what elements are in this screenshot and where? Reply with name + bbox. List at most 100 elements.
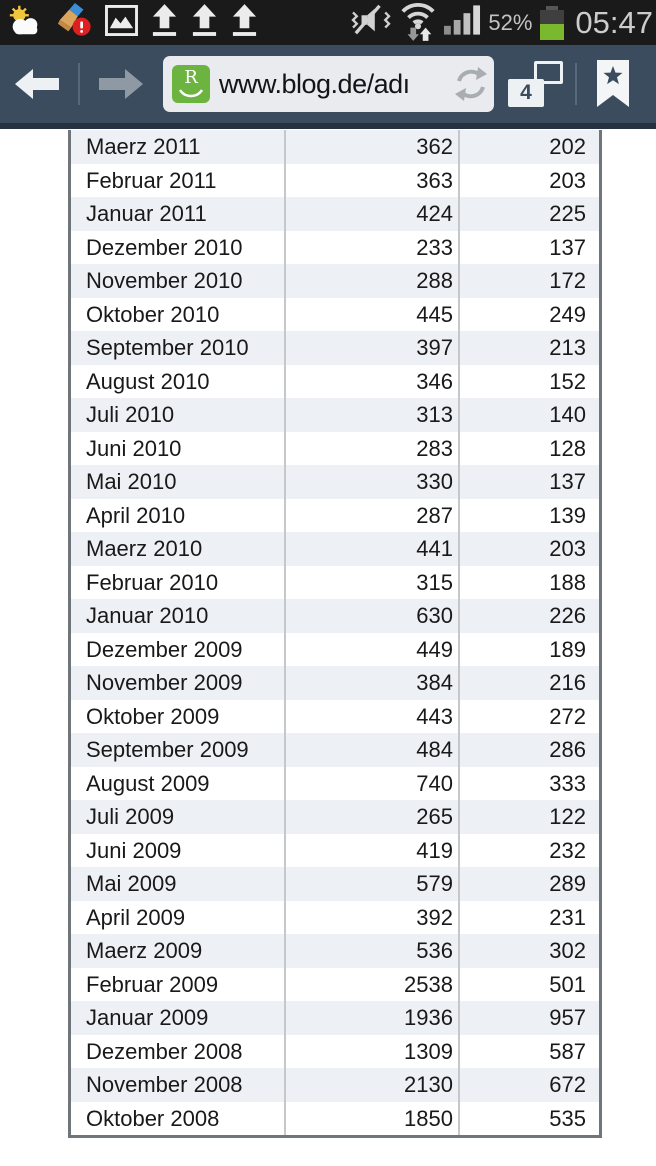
gallery-icon — [105, 4, 138, 41]
table-row: September 2009 484 286 — [71, 733, 599, 767]
battery-percent: 52% — [488, 9, 533, 35]
table-row: Oktober 2008 1850 535 — [71, 1101, 599, 1135]
value2-cell: 957 — [458, 1001, 599, 1035]
url-text[interactable]: www.blog.de/adı — [219, 68, 410, 99]
period-cell: Februar 2009 — [86, 971, 219, 997]
table-row: Oktober 2009 443 272 — [71, 699, 599, 733]
table-row: Mai 2009 579 289 — [71, 867, 599, 901]
value2-cell: 501 — [458, 967, 599, 1001]
table-row: Dezember 2010 233 137 — [71, 230, 599, 264]
period-cell: April 2010 — [86, 502, 186, 528]
refresh-button[interactable] — [453, 66, 489, 102]
period-cell: April 2009 — [86, 904, 186, 930]
value2-cell: 152 — [458, 364, 599, 398]
period-cell: August 2009 — [86, 770, 210, 796]
value1-cell: 384 — [284, 666, 458, 700]
tabs-button[interactable]: 4 — [508, 61, 563, 107]
stats-table: Maerz 2011 362 202 Februar 2011 363 203 … — [68, 130, 602, 1138]
table-row: Dezember 2009 449 189 — [71, 632, 599, 666]
forward-button[interactable] — [97, 64, 145, 104]
value2-cell: 139 — [458, 498, 599, 532]
url-bar[interactable]: R www.blog.de/adı — [163, 56, 494, 112]
table-row: April 2010 287 139 — [71, 498, 599, 532]
period-cell: Dezember 2010 — [86, 234, 243, 260]
toolbar-divider — [575, 63, 577, 105]
weather-icon — [7, 4, 43, 41]
period-cell: November 2010 — [86, 268, 243, 293]
period-cell: Dezember 2008 — [86, 1038, 243, 1064]
value2-cell: 188 — [458, 565, 599, 599]
table-row: Dezember 2008 1309 587 — [71, 1034, 599, 1068]
site-favicon: R — [172, 65, 210, 103]
table-row: Januar 2011 424 225 — [71, 197, 599, 231]
value1-cell: 2538 — [284, 967, 458, 1001]
value2-cell: 216 — [458, 666, 599, 700]
battery-icon — [539, 4, 565, 42]
signal-strength-icon — [444, 5, 481, 40]
toolbar-divider — [78, 63, 80, 105]
value2-cell: 249 — [458, 297, 599, 331]
value1-cell: 2130 — [284, 1068, 458, 1102]
period-cell: Juli 2009 — [86, 804, 175, 829]
value2-cell: 272 — [458, 699, 599, 733]
back-button[interactable] — [13, 64, 61, 104]
period-cell: Mai 2010 — [86, 469, 177, 494]
table-row: November 2008 2130 672 — [71, 1068, 599, 1102]
table-row: November 2010 288 172 — [71, 264, 599, 298]
table-row: Maerz 2011 362 202 — [71, 130, 599, 164]
value2-cell: 225 — [458, 197, 599, 231]
value2-cell: 202 — [458, 130, 599, 164]
table-row: Juni 2009 419 232 — [71, 833, 599, 867]
value1-cell: 1309 — [284, 1034, 458, 1068]
period-cell: Dezember 2009 — [86, 636, 243, 662]
favicon-letter: R — [184, 67, 198, 88]
value2-cell: 232 — [458, 833, 599, 867]
value1-cell: 392 — [284, 900, 458, 934]
value1-cell: 362 — [284, 130, 458, 164]
tab-stack-icon — [534, 61, 563, 84]
table-row: Oktober 2010 445 249 — [71, 297, 599, 331]
value1-cell: 330 — [284, 465, 458, 499]
value2-cell: 535 — [458, 1101, 599, 1135]
period-cell: Oktober 2010 — [86, 301, 220, 327]
table-row: Mai 2010 330 137 — [71, 465, 599, 499]
value1-cell: 419 — [284, 833, 458, 867]
value2-cell: 286 — [458, 733, 599, 767]
period-cell: Februar 2010 — [86, 569, 219, 595]
value1-cell: 441 — [284, 532, 458, 566]
value2-cell: 587 — [458, 1034, 599, 1068]
period-cell: September 2009 — [86, 737, 249, 762]
upload-icon — [231, 3, 258, 43]
value1-cell: 536 — [284, 934, 458, 968]
table-row: Februar 2009 2538 501 — [71, 967, 599, 1001]
period-cell: Maerz 2010 — [86, 536, 203, 561]
value1-cell: 313 — [284, 398, 458, 432]
value2-cell: 302 — [458, 934, 599, 968]
wifi-icon — [399, 0, 437, 46]
upload-icon — [151, 3, 178, 43]
value1-cell: 740 — [284, 766, 458, 800]
period-cell: Juni 2009 — [86, 837, 182, 863]
value1-cell: 233 — [284, 230, 458, 264]
toolbar-bottom-edge — [0, 123, 656, 129]
value1-cell: 579 — [284, 867, 458, 901]
value1-cell: 443 — [284, 699, 458, 733]
value2-cell: 203 — [458, 163, 599, 197]
bookmark-button[interactable] — [597, 60, 629, 107]
table-row: Juli 2009 265 122 — [71, 800, 599, 834]
period-cell: November 2009 — [86, 670, 243, 695]
value1-cell: 287 — [284, 498, 458, 532]
period-cell: Januar 2011 — [86, 201, 207, 226]
table-row: Maerz 2009 536 302 — [71, 934, 599, 968]
value2-cell: 226 — [458, 599, 599, 633]
status-bar: 52% 05:47 — [0, 0, 656, 45]
period-cell: Februar 2011 — [86, 167, 217, 193]
table-row: August 2009 740 333 — [71, 766, 599, 800]
value2-cell: 128 — [458, 431, 599, 465]
value1-cell: 1936 — [284, 1001, 458, 1035]
period-cell: Juli 2010 — [86, 402, 175, 427]
table-row: Juni 2010 283 128 — [71, 431, 599, 465]
value1-cell: 449 — [284, 632, 458, 666]
table-row: April 2009 392 231 — [71, 900, 599, 934]
tab-count: 4 — [508, 79, 544, 107]
